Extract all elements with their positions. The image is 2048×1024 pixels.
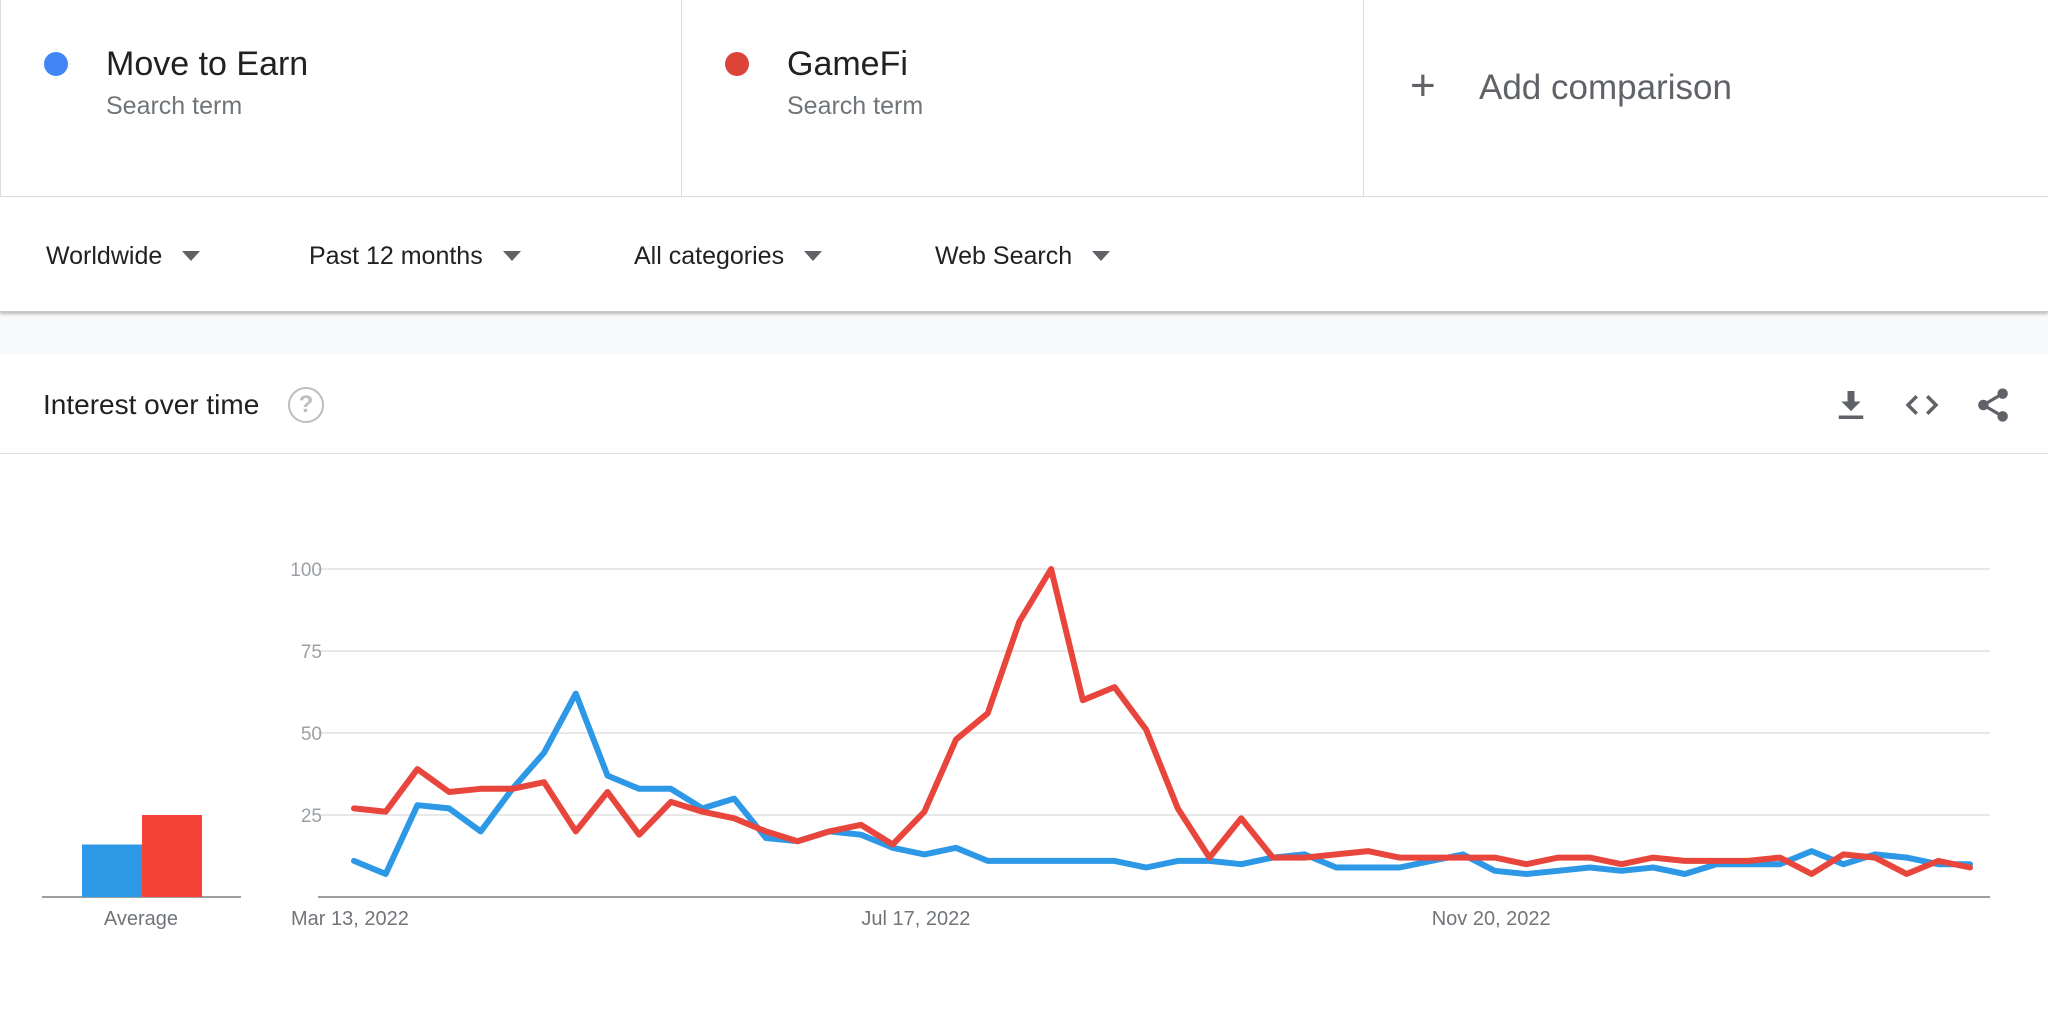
average-label: Average [104,908,178,930]
caret-down-icon [1092,251,1111,261]
y-tick-label: 75 [301,642,322,663]
series-color-dot [725,52,749,76]
y-tick-label: 100 [290,560,322,581]
chart-series [351,566,1973,877]
add-comparison-button[interactable]: + Add comparison [1364,0,2048,197]
caret-down-icon [502,251,521,261]
category-dropdown-label: All categories [634,242,785,270]
interest-over-time-card: Interest over time ? Average 25 50 75 [0,354,2048,1024]
x-tick-label: Jul 17, 2022 [861,908,970,930]
average-bar-move-to-earn [82,844,142,897]
term-name: Move to Earn [106,45,309,83]
term-card-gamefi[interactable]: GameFi Search term [682,0,1364,197]
y-tick-label: 50 [301,724,322,745]
term-card-move-to-earn[interactable]: Move to Earn Search term [0,0,682,197]
region-dropdown[interactable]: Worldwide [46,238,201,274]
series-color-dot [44,52,68,76]
interest-over-time-chart: Average 25 50 75 100 Mar 13, 2022 Jul 17, 20… [42,560,1990,930]
time-range-dropdown[interactable]: Past 12 months [309,238,521,274]
category-dropdown[interactable]: All categories [634,238,823,274]
search-type-dropdown-label: Web Search [935,242,1073,270]
search-type-dropdown[interactable]: Web Search [935,238,1111,274]
time-range-dropdown-label: Past 12 months [309,242,483,270]
search-terms-bar: Move to Earn Search term GameFi Search t… [0,0,2048,197]
region-dropdown-label: Worldwide [46,242,163,270]
caret-down-icon [804,251,823,261]
download-icon[interactable] [1830,384,1872,426]
caret-down-icon [182,251,201,261]
add-comparison-label: Add comparison [1479,68,1732,107]
y-tick-label: 25 [301,806,322,827]
y-axis-ticks: 25 50 75 100 [290,560,322,827]
series-line-move-to-earn [351,690,1973,877]
chart-grid [318,568,1990,898]
plus-icon: + [1410,61,1436,110]
share-icon[interactable] [1972,384,2014,426]
filter-bar: Worldwide Past 12 months All categories … [0,198,2048,312]
help-icon[interactable]: ? [288,387,324,423]
term-type: Search term [787,92,924,120]
term-name: GameFi [787,45,908,83]
embed-icon[interactable] [1901,384,1943,426]
average-chart: Average [42,815,241,930]
series-line-gamefi [351,566,1973,877]
x-tick-label: Nov 20, 2022 [1432,908,1551,930]
x-axis-ticks: Mar 13, 2022 Jul 17, 2022 Nov 20, 2022 [291,908,1551,930]
card-title: Interest over time [43,389,260,420]
average-bar-gamefi [142,815,202,897]
section-gap [0,312,2048,354]
term-type: Search term [106,92,243,120]
x-tick-label: Mar 13, 2022 [291,908,409,930]
card-header: Interest over time ? [0,354,2048,454]
